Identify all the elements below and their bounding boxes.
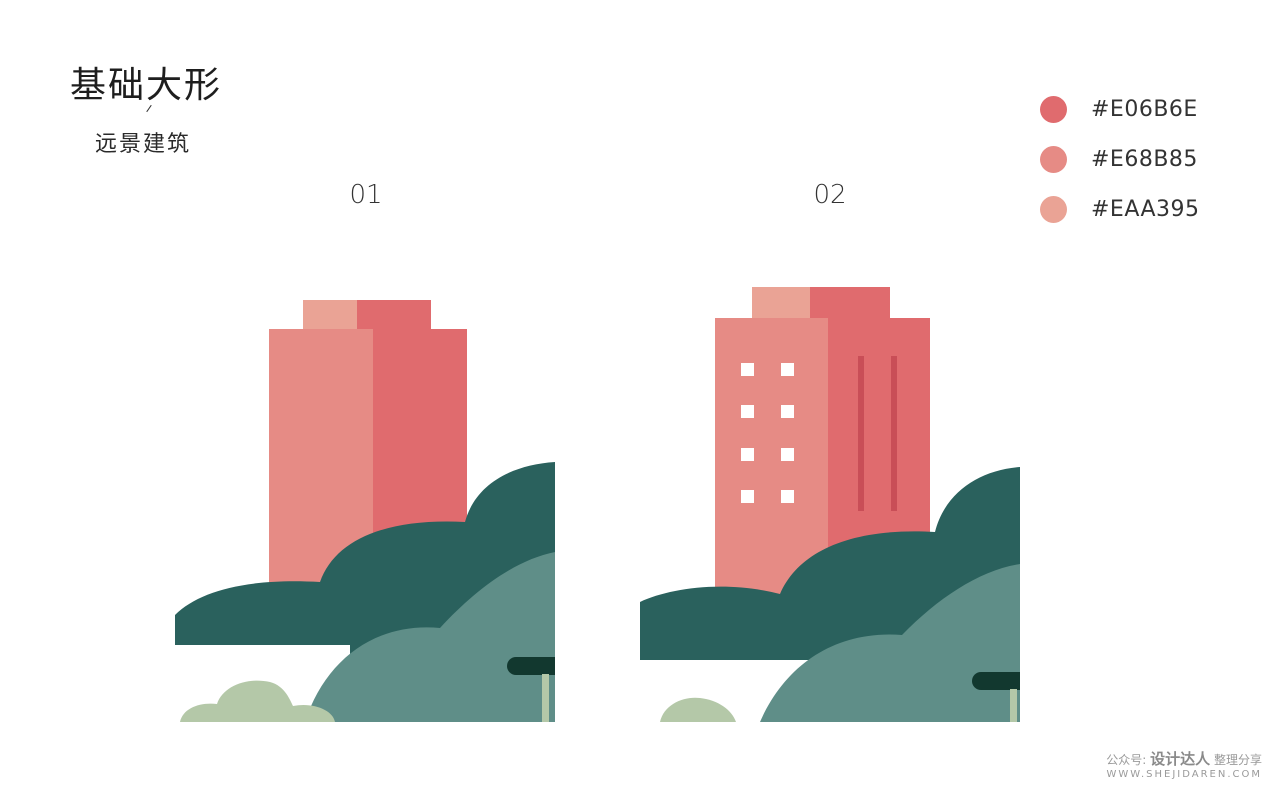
building-2-windows xyxy=(741,363,794,503)
building-2-roof-left xyxy=(752,287,810,319)
palette-row-3: #EAA395 xyxy=(1040,184,1200,234)
bench-leg-1 xyxy=(542,674,549,722)
building-2-stripe-left xyxy=(858,356,864,511)
window xyxy=(741,490,754,503)
watermark: 公众号: 设计达人 整理分享 WWW.SHEJIDAREN.COM xyxy=(1106,748,1262,780)
window xyxy=(741,363,754,376)
building-1-roof-left xyxy=(303,300,357,330)
window xyxy=(781,448,794,461)
mid-tree-canopy-2 xyxy=(760,564,1020,722)
watermark-url: WWW.SHEJIDAREN.COM xyxy=(1106,769,1262,780)
watermark-suffix: 整理分享 xyxy=(1213,753,1262,767)
window xyxy=(781,405,794,418)
building-2-stripe-right xyxy=(891,356,897,511)
palette-row-2: #E68B85 xyxy=(1040,134,1200,184)
swatch-1 xyxy=(1040,95,1067,123)
building-1-roof-right xyxy=(357,300,431,330)
swatch-label-1: #E06B6E xyxy=(1091,96,1198,122)
window xyxy=(741,448,754,461)
page-subtitle: 远景建筑 xyxy=(95,132,192,157)
light-bush-2 xyxy=(660,697,736,722)
light-bush-1 xyxy=(180,680,335,722)
bench-leg-2 xyxy=(1010,689,1017,722)
color-palette: #E06B6E #E68B85 #EAA395 xyxy=(1040,84,1200,234)
swatch-3 xyxy=(1040,195,1067,223)
illustration-step-2 xyxy=(640,287,1020,722)
swatch-label-2: #E68B85 xyxy=(1091,146,1198,172)
illustration-step-1 xyxy=(175,300,555,722)
page-title: 基础大形 xyxy=(70,65,223,106)
watermark-prefix: 公众号: xyxy=(1106,753,1147,767)
window xyxy=(781,490,794,503)
window xyxy=(741,405,754,418)
building-2-roof-right xyxy=(810,287,890,319)
window xyxy=(781,363,794,376)
swatch-2 xyxy=(1040,145,1067,173)
bench-1 xyxy=(507,657,555,675)
swatch-label-3: #EAA395 xyxy=(1091,196,1200,222)
watermark-brand: 设计达人 xyxy=(1150,750,1211,768)
step-label-1: 01 xyxy=(349,180,383,210)
palette-row-1: #E06B6E xyxy=(1040,84,1200,134)
bench-2 xyxy=(972,672,1020,690)
step-label-2: 02 xyxy=(813,180,847,210)
mid-tree-canopy-1 xyxy=(305,552,555,722)
